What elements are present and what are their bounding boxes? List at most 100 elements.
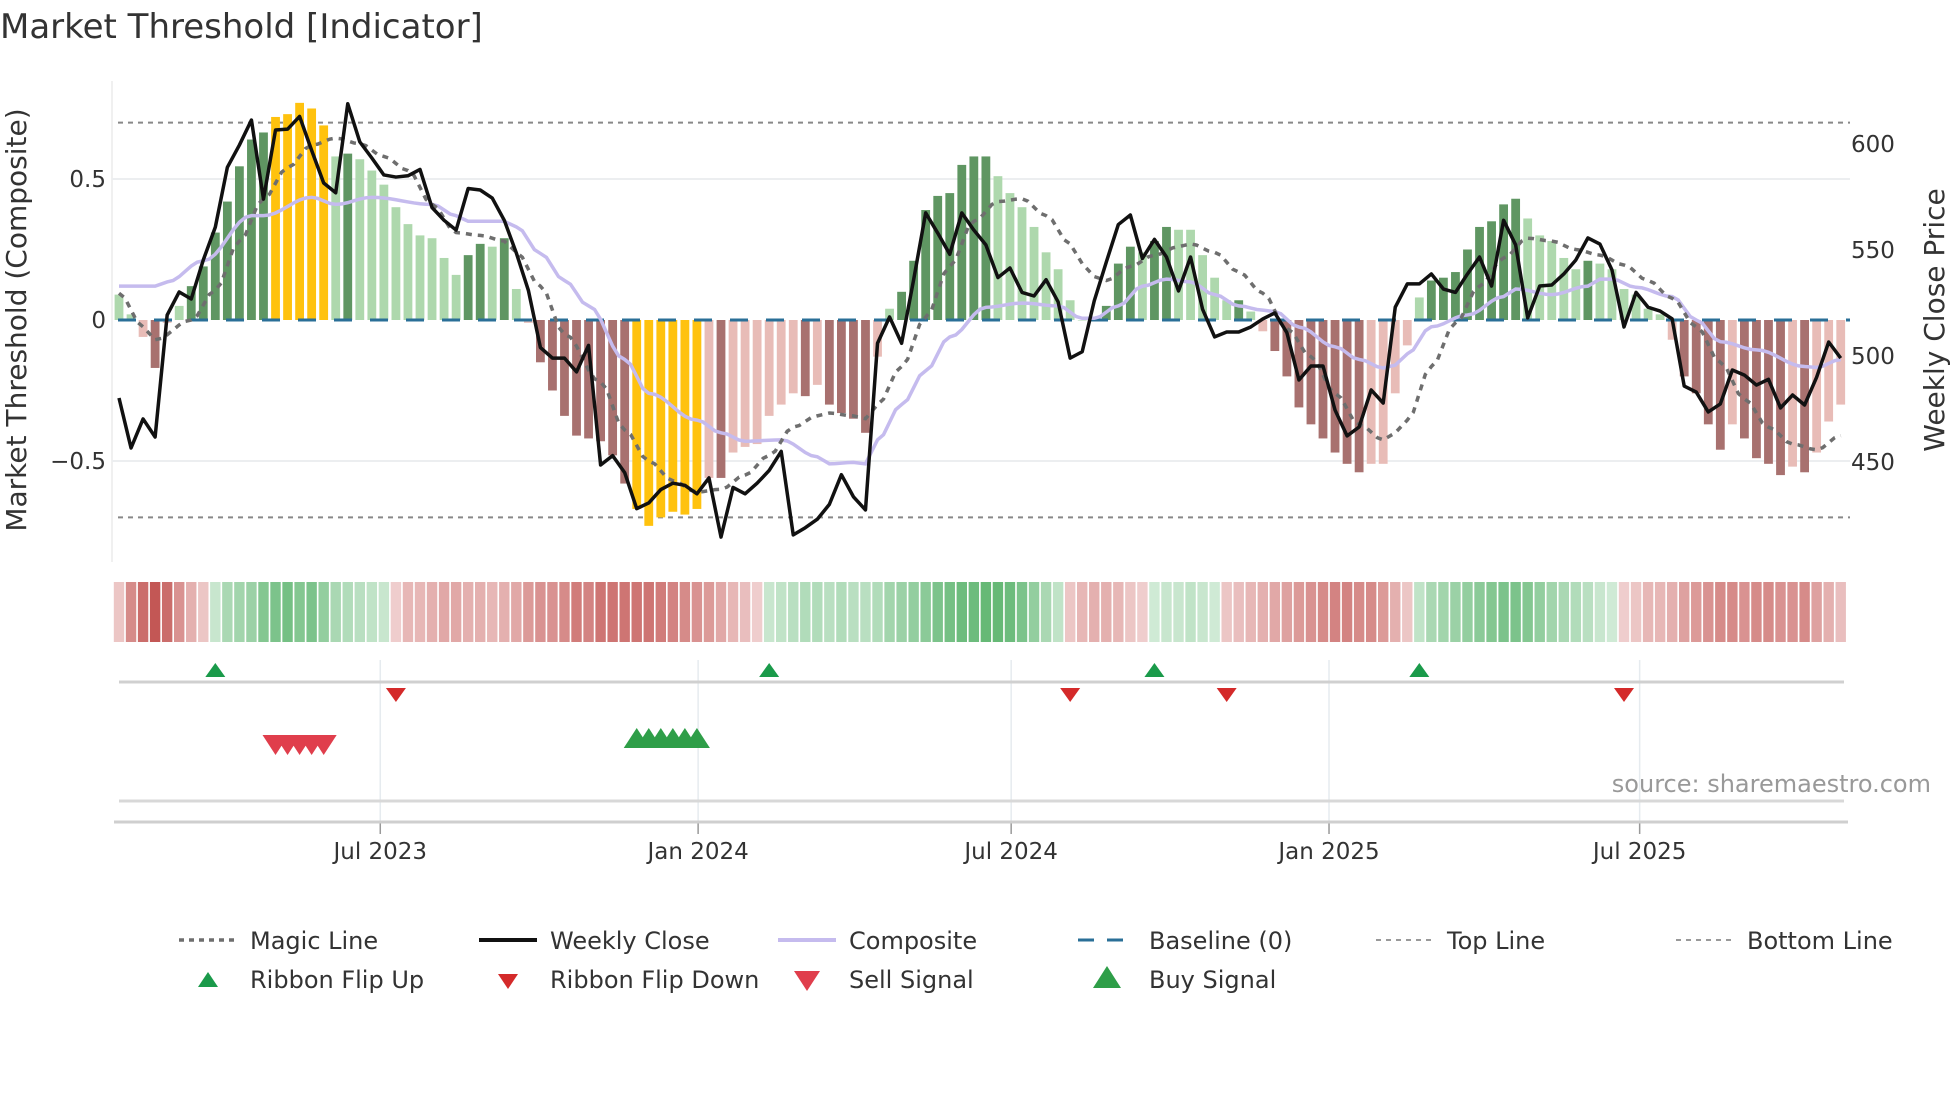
ribbon-cell (125, 582, 137, 642)
signal-markers (205, 663, 1634, 755)
composite-bar (186, 286, 196, 320)
composite-bar (1535, 235, 1545, 320)
composite-bar (1764, 320, 1773, 464)
composite-bar (499, 238, 509, 320)
composite-bar (740, 320, 750, 447)
ribbon-cell (1390, 582, 1401, 642)
legend-item-composite: Composite (778, 927, 977, 955)
composite-bar (1150, 241, 1159, 320)
legend-label: Baseline (0) (1149, 927, 1292, 955)
composite-bar (1282, 320, 1292, 377)
composite-bar (247, 139, 256, 320)
composite-bar (837, 320, 846, 414)
composite-bar (1511, 198, 1521, 320)
ribbon-cell (1245, 582, 1256, 642)
ribbon-cell (1642, 582, 1654, 642)
triangle-up-icon (198, 972, 218, 987)
ribbon-cell (174, 582, 185, 642)
composite-bar (1113, 263, 1123, 320)
composite-bar (415, 235, 425, 320)
composite-bar (1595, 263, 1605, 320)
ribbon-cell (535, 582, 546, 642)
composite-bar (668, 320, 678, 512)
ribbon-cell (1052, 582, 1064, 642)
ribbon-cell (270, 582, 281, 642)
composite-bar (331, 156, 341, 320)
composite-bar (174, 305, 184, 320)
ribbon-cell (1040, 582, 1052, 642)
ribbon-cell (1570, 582, 1582, 642)
y2-axis-title: Weekly Close Price (1918, 188, 1951, 451)
ribbon-cell (1365, 582, 1377, 642)
composite-bar (812, 320, 822, 385)
ribbon-cell (1462, 582, 1473, 642)
ribbon-cell (1522, 582, 1533, 642)
composite-bar (283, 114, 292, 320)
composite-bar (1631, 294, 1641, 320)
ribbon-cell (583, 582, 594, 642)
y-tick-label: 0.5 (69, 167, 106, 193)
legend-label: Weekly Close (550, 927, 710, 955)
composite-bar (1330, 320, 1340, 453)
composite-bar (343, 153, 353, 320)
buy-signal-marker (683, 728, 710, 748)
magic-line (117, 136, 1842, 494)
x-tick-label: Jul 2024 (962, 839, 1058, 865)
composite-bar (1487, 221, 1496, 320)
legend-label: Magic Line (250, 927, 378, 955)
composite-bar (861, 320, 870, 433)
ribbon-flip-up-marker (1144, 663, 1165, 677)
composite-bar (210, 232, 220, 320)
legend-label: Ribbon Flip Down (550, 966, 759, 994)
ribbon-cell (1329, 582, 1341, 642)
ribbon-cell (1486, 582, 1497, 642)
ribbon-cell (330, 582, 341, 642)
triangle-down-icon (794, 971, 820, 991)
ribbon-cell (1077, 582, 1088, 642)
composite-bar (271, 116, 280, 321)
composite-bar (1523, 218, 1533, 320)
ribbon-cell (426, 582, 438, 642)
ribbon-flip-down-marker (1614, 688, 1634, 702)
ribbon-cell (1558, 582, 1569, 642)
composite-bar (1222, 300, 1232, 320)
ribbon-cell (487, 582, 498, 642)
ribbon-cell (703, 582, 715, 642)
composite-bar (114, 294, 124, 320)
ribbon-cell (836, 582, 847, 642)
composite-bar (295, 102, 304, 320)
composite-bar (1824, 320, 1834, 422)
ribbon-cell (1594, 582, 1606, 642)
composite-bar (1426, 280, 1436, 320)
legend-item-weekly-close: Weekly Close (479, 927, 710, 955)
ribbon-cell (137, 582, 149, 642)
ribbon-cell (1137, 582, 1148, 642)
ribbon-cell (186, 582, 197, 642)
composite-bar (1390, 320, 1400, 394)
composite-bar (1318, 320, 1328, 439)
ribbon-flip-down-marker (1216, 688, 1237, 702)
ribbon-cell (655, 582, 666, 642)
composite-bar (427, 238, 437, 320)
ribbon-cell (992, 582, 1004, 642)
composite-bar (752, 320, 762, 445)
ribbon-cell (812, 582, 823, 642)
composite-bar (800, 320, 810, 397)
ribbon-cell (932, 582, 943, 642)
ribbon-cell (595, 582, 606, 642)
composite-bar (885, 308, 894, 320)
ribbon-cell (944, 582, 955, 642)
ribbon-cell (1450, 582, 1461, 642)
composite-bar (1499, 204, 1508, 320)
y-axis-title: Market Threshold (Composite) (0, 108, 33, 531)
ribbon-cell (607, 582, 618, 642)
composite-bar (1559, 257, 1569, 320)
sell-signal-marker (310, 735, 337, 755)
composite-bar (150, 320, 160, 368)
composite-bar (548, 320, 557, 391)
composite-bar (1679, 320, 1689, 377)
ribbon-cell (1510, 582, 1521, 642)
chart-title: Market Threshold [Indicator] (0, 7, 483, 47)
composite-bar (716, 320, 726, 478)
